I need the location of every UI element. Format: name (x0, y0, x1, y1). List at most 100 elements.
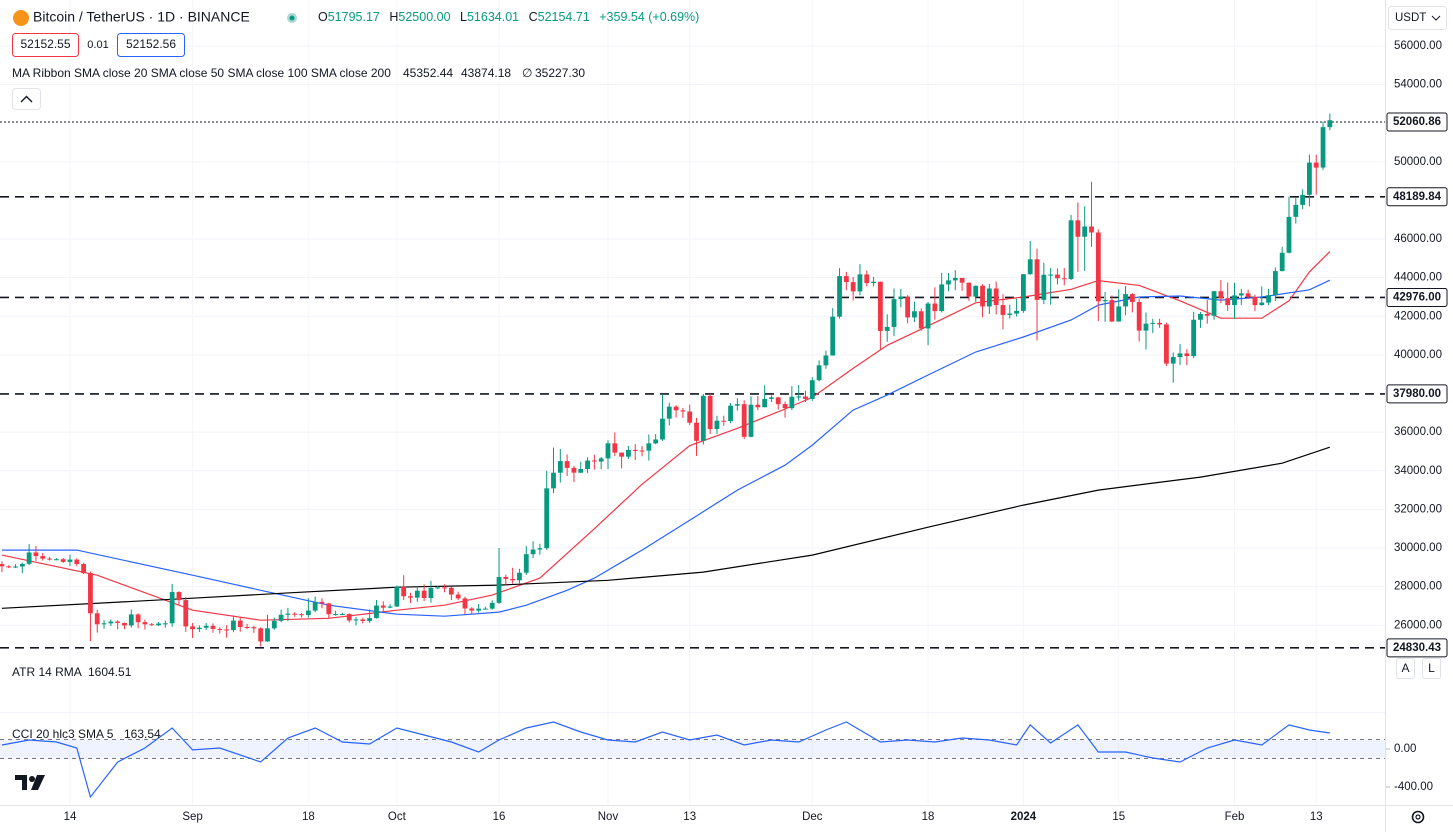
auto-scale-button[interactable] (1396, 658, 1415, 679)
candle-body (469, 608, 475, 611)
x-tick-label: 16 (493, 811, 506, 823)
candle-body (1000, 305, 1006, 315)
candle-body (1034, 259, 1040, 300)
log-scale-button[interactable] (1422, 658, 1441, 679)
candle-body (946, 280, 951, 285)
y-tick-label: 40000.00 (1394, 349, 1442, 361)
symbol-title[interactable]: Bitcoin / TetherUS · 1D · BINANCE (33, 9, 250, 25)
candle-body (1225, 298, 1231, 306)
candle-body (626, 449, 631, 457)
candle-body (741, 404, 747, 437)
candle-body (115, 621, 121, 623)
candle-body (918, 311, 924, 329)
candle-body (448, 587, 454, 595)
candle-body (81, 564, 87, 574)
candle-body (1041, 274, 1047, 300)
dropdown-icon (1431, 15, 1441, 21)
candle-body (728, 405, 733, 422)
sma-line (1, 446, 1330, 609)
candle-body (333, 614, 338, 616)
settings-icon-center (1415, 814, 1421, 820)
candle-body (598, 458, 604, 462)
ohlc-value: 51634.01 (467, 10, 519, 24)
y-tick-label: 50000.00 (1394, 156, 1442, 168)
candle-body (1245, 293, 1251, 297)
candle-body (244, 626, 250, 628)
candle-body (360, 619, 366, 621)
candle-body (884, 326, 890, 331)
candle-body (162, 623, 168, 625)
collapse-icon (20, 95, 33, 103)
candle-body (1293, 204, 1299, 217)
candle-body (803, 396, 808, 399)
candle-body (237, 620, 243, 627)
candle-body (891, 299, 897, 327)
settings-icon[interactable] (1411, 810, 1425, 824)
candle-body (510, 578, 516, 581)
candle-body (782, 404, 788, 409)
sell-button[interactable] (12, 33, 79, 57)
candle-body (537, 548, 543, 550)
candle-body (1327, 120, 1333, 128)
auto-scale-label: A (1401, 661, 1409, 675)
status-dot-inner (289, 15, 295, 21)
candle-body (496, 576, 502, 603)
candle-body (1252, 296, 1258, 306)
candle-body (1061, 278, 1067, 280)
x-tick-label: 15 (1112, 811, 1125, 823)
candle-body (1048, 274, 1054, 276)
logo-part (15, 775, 27, 790)
candle-body (1102, 300, 1108, 302)
level-label-box (1386, 638, 1448, 658)
price-change: +359.54 (+0.69%) (599, 10, 699, 24)
candle-body (1027, 259, 1033, 275)
candle-body (217, 628, 223, 630)
candle-body (13, 566, 18, 568)
candle-body (401, 586, 407, 597)
candle-body (1211, 291, 1217, 316)
candle-body (1055, 274, 1060, 279)
candle-body (1116, 306, 1122, 322)
candle-body (959, 277, 965, 283)
candle-body (203, 625, 209, 628)
level-label-box (1386, 287, 1448, 307)
axes: 26000.00 28000.00 30000.00 32000.00 34000.00… (64, 40, 1448, 823)
candle-body (905, 296, 911, 318)
candle-body (156, 623, 161, 626)
collapse-button[interactable] (12, 88, 41, 110)
candle-body (176, 592, 182, 601)
candle-body (149, 624, 155, 626)
candle-body (190, 626, 195, 630)
x-tick-label: 18 (922, 811, 935, 823)
candle-body (1075, 220, 1081, 237)
candle-body (1177, 353, 1183, 358)
level-label: 48189.84 (1393, 191, 1442, 203)
currency-selector[interactable] (1388, 6, 1447, 30)
y-tick-label: 34000.00 (1394, 465, 1442, 477)
candle-body (1136, 302, 1142, 331)
x-tick-label: Sep (182, 811, 202, 823)
candle-body (973, 285, 979, 297)
spread: 0.01 (87, 39, 108, 51)
candle-body (714, 420, 720, 430)
candle-body (1259, 302, 1265, 306)
candle-body (578, 469, 584, 473)
candle-body (673, 406, 679, 411)
candle-body (210, 625, 216, 629)
ohlc: O51795.17 H52500.00 L51634.01 C52154.71 … (318, 10, 699, 24)
candle-body (462, 598, 468, 609)
candle-body (571, 467, 577, 473)
buy-button[interactable] (117, 33, 185, 57)
level-label-box (1386, 112, 1448, 132)
ohlc-value: 52500.00 (398, 10, 450, 24)
candle-body (169, 592, 175, 624)
candle-body (639, 450, 645, 452)
x-tick-label: 2024 (1011, 811, 1037, 823)
candle-body (871, 281, 876, 284)
cci-band (0, 739, 1385, 759)
candle-body (19, 563, 25, 567)
candle-body (530, 549, 536, 555)
candle-body (925, 303, 931, 329)
candle-body (605, 443, 611, 459)
